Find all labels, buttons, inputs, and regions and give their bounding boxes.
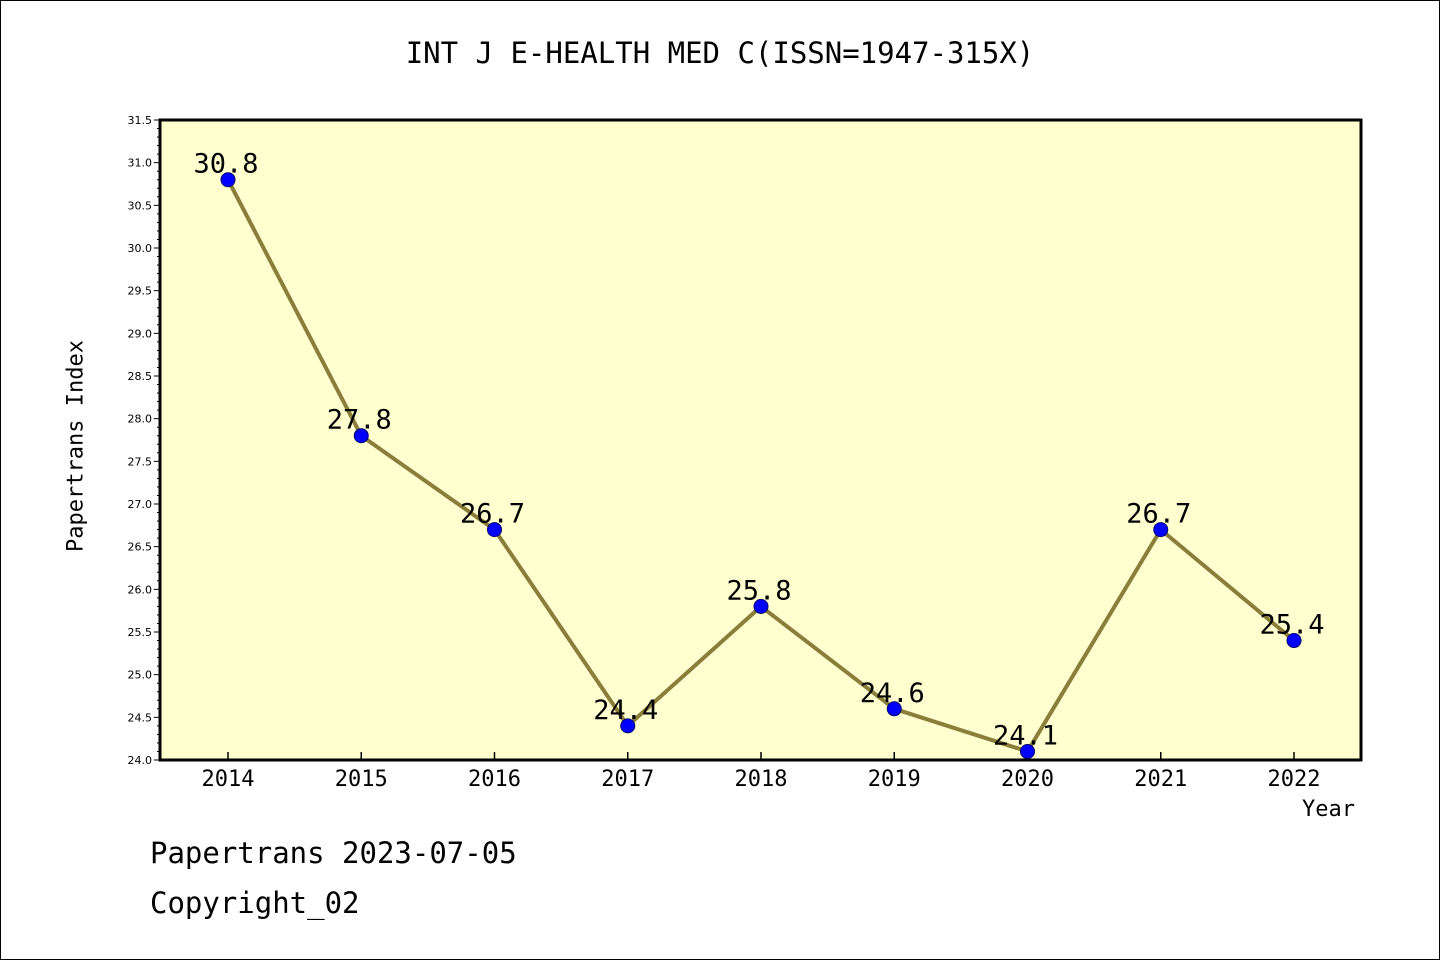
footer-date: Papertrans 2023-07-05 — [150, 836, 517, 870]
chart-title: INT J E-HEALTH MED C(ISSN=1947-315X) — [405, 36, 1035, 70]
x-tick-label: 2015 — [335, 767, 388, 792]
data-point — [1153, 522, 1169, 538]
x-axis-label: Year — [1302, 797, 1355, 822]
y-tick-label: 31.0 — [128, 157, 153, 170]
data-label: 25.8 — [726, 575, 791, 606]
x-tick-label: 2018 — [735, 767, 788, 792]
x-tick-label: 2014 — [202, 767, 255, 792]
y-tick-label: 27.0 — [128, 498, 153, 511]
y-tick-label: 30.0 — [128, 242, 153, 255]
data-label: 25.4 — [1259, 610, 1324, 641]
data-label: 30.8 — [193, 149, 258, 180]
plot-area — [160, 120, 1361, 760]
series-line-group: 30.8 27.8 26.7 24.4 25.8 24.6 24.1 26.7 25.4 — [193, 149, 1325, 759]
y-tick-label: 27.5 — [128, 455, 153, 468]
y-tick-label: 29.5 — [128, 285, 153, 298]
y-tick-label: 29.0 — [128, 327, 153, 340]
x-tick-label: 2019 — [868, 767, 921, 792]
data-label: 27.8 — [327, 405, 392, 436]
y-tick-label: 24.0 — [128, 754, 153, 767]
data-point — [1286, 633, 1302, 649]
y-tick-label: 26.5 — [128, 541, 153, 554]
x-tick-label: 2020 — [1001, 767, 1054, 792]
data-point — [487, 522, 502, 538]
plot-border — [158, 118, 1363, 762]
y-tick-label: 25.0 — [128, 669, 153, 682]
data-point — [886, 701, 902, 717]
y-tick-label: 26.0 — [128, 583, 153, 596]
data-label: 26.7 — [1126, 499, 1191, 530]
x-tick-label: 2021 — [1134, 767, 1187, 792]
data-point — [220, 172, 236, 188]
x-axis: 2014 2015 2016 2017 2018 2019 2020 2021 2022 — [202, 752, 1321, 792]
data-point — [620, 718, 636, 734]
y-tick-label: 28.5 — [128, 370, 153, 383]
data-label: 24.6 — [860, 678, 925, 709]
footer-copyright: Copyright_02 — [150, 886, 360, 920]
x-tick-label: 2016 — [468, 767, 521, 792]
x-tick-label: 2022 — [1268, 767, 1321, 792]
data-point — [1020, 743, 1035, 759]
data-label: 26.7 — [460, 499, 525, 530]
data-point — [353, 428, 369, 444]
data-label: 24.1 — [993, 720, 1058, 751]
x-tick-label: 2017 — [601, 767, 654, 792]
y-tick-label: 25.5 — [128, 626, 153, 639]
y-tick-label: 28.0 — [128, 413, 153, 426]
data-point — [753, 598, 769, 614]
y-tick-label: 30.5 — [128, 199, 153, 212]
data-label: 24.4 — [593, 695, 658, 726]
y-tick-label: 31.5 — [128, 114, 153, 127]
y-tick-label: 24.5 — [128, 711, 153, 724]
y-axis: 24.0 24.5 25.0 25.5 26.0 26.5 27.0 27.5 28.0 28.5… — [128, 114, 160, 767]
